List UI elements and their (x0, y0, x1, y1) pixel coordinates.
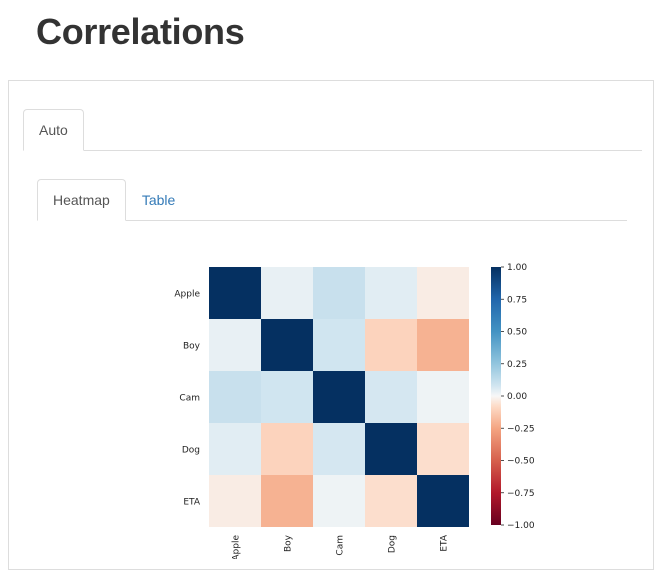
colorbar (491, 267, 501, 525)
correlation-heatmap: Apple Boy Cam Dog ETA Apple Boy Cam Dog ETA 1.00 0.… (174, 263, 535, 559)
heatmap-cell (365, 423, 417, 475)
colorbar-tick-label: 0.00 (507, 392, 527, 402)
colorbar-tick-label: 0.50 (507, 328, 527, 338)
heatmap-cell (261, 267, 313, 319)
row-label: Cam (179, 394, 200, 404)
heatmap-cell (417, 319, 469, 371)
outer-tab-bar: Auto (23, 109, 642, 151)
heatmap-cell (417, 423, 469, 475)
colorbar-tick-label: 0.75 (507, 295, 527, 305)
heatmap-cell (313, 423, 365, 475)
heatmap-cell (209, 371, 261, 423)
heatmap-cell (365, 371, 417, 423)
inner-tab-bar: Heatmap Table (37, 179, 627, 221)
column-label: Apple (232, 535, 242, 559)
colorbar-tick-label: 0.25 (507, 360, 527, 370)
heatmap-cell (261, 371, 313, 423)
heatmap-cell (365, 319, 417, 371)
column-label: ETA (440, 534, 450, 551)
heatmap-cell (261, 423, 313, 475)
heatmap-cell (417, 371, 469, 423)
tab-heatmap[interactable]: Heatmap (37, 179, 126, 221)
column-label: Boy (284, 534, 294, 552)
colorbar-tick-label: 1.00 (507, 263, 527, 273)
heatmap-cell (209, 423, 261, 475)
colorbar-tick-label: −0.50 (507, 457, 535, 467)
heatmap-cell (417, 267, 469, 319)
heatmap-cell (209, 319, 261, 371)
row-label: Boy (183, 342, 201, 352)
tab-table[interactable]: Table (141, 192, 176, 208)
heatmap-cell (365, 267, 417, 319)
column-label: Dog (388, 535, 398, 553)
row-label: Dog (182, 446, 200, 456)
heatmap-cell (417, 475, 469, 527)
heatmap-cell (209, 267, 261, 319)
heatmap-cell (313, 475, 365, 527)
heatmap-cell (365, 475, 417, 527)
colorbar-tick-label: −0.25 (507, 424, 535, 434)
colorbar-tick-label: −1.00 (507, 521, 535, 531)
column-label: Cam (336, 535, 346, 556)
heatmap-cell (313, 267, 365, 319)
colorbar-tick-label: −0.75 (507, 489, 535, 499)
correlations-panel: Auto Heatmap Table Apple Boy Cam Dog ETA Appl… (8, 80, 654, 570)
heatmap-cell (313, 371, 365, 423)
row-label: Apple (174, 290, 200, 300)
heatmap-cell (261, 319, 313, 371)
heatmap-cell (313, 319, 365, 371)
heatmap-cell (209, 475, 261, 527)
page-title: Correlations (36, 11, 245, 52)
tab-auto[interactable]: Auto (23, 109, 84, 151)
row-label: ETA (183, 498, 200, 508)
heatmap-cell (261, 475, 313, 527)
